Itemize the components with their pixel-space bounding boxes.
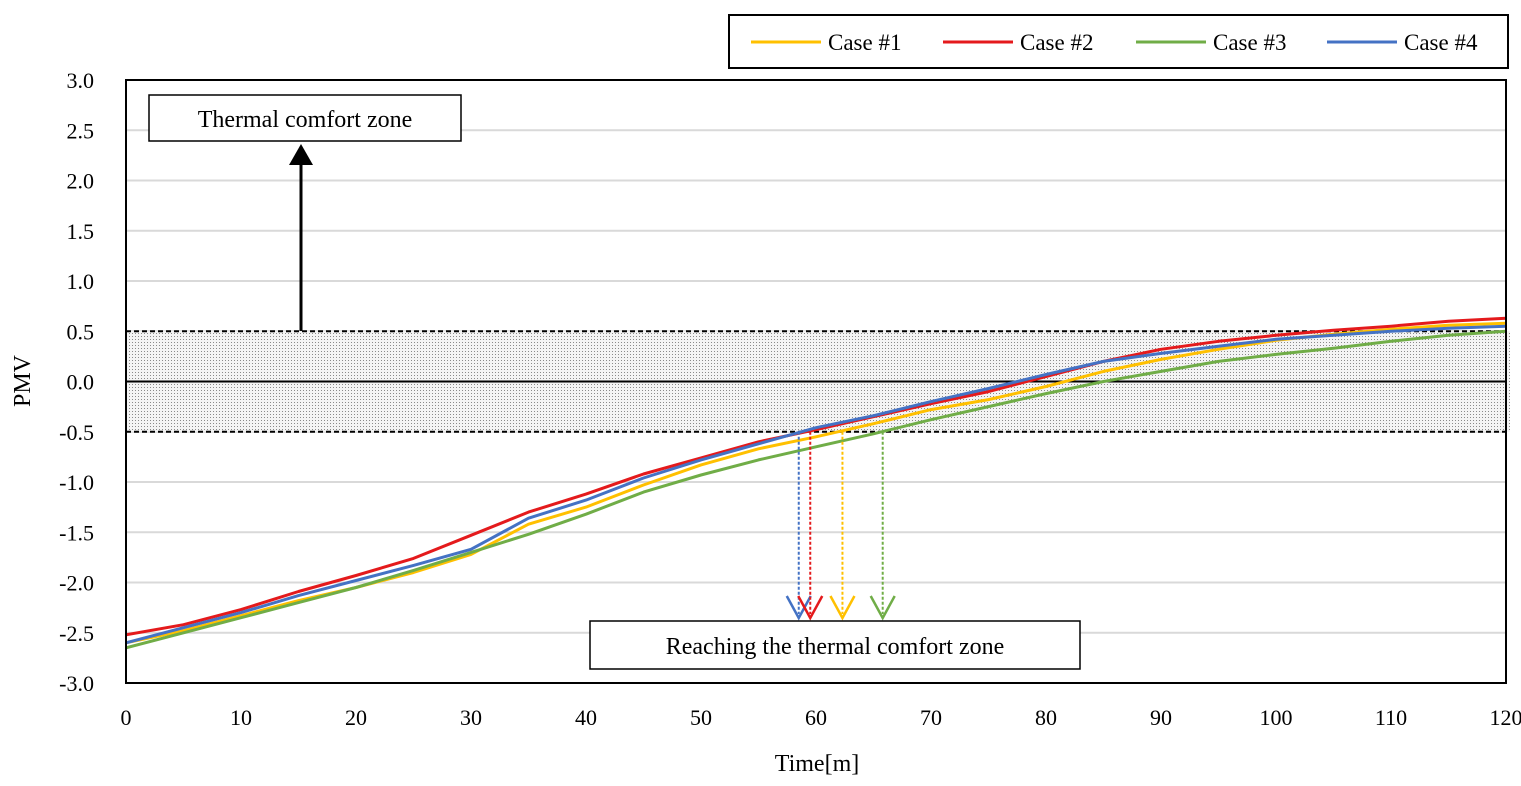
y-tick-label: 0.5: [67, 319, 95, 344]
comfort-zone: [126, 330, 1510, 433]
comfort-zone-arrow-head: [289, 144, 313, 165]
x-tick-label: 110: [1375, 705, 1407, 730]
y-tick-label: 1.0: [67, 269, 95, 294]
reaching-label: Reaching the thermal comfort zone: [666, 634, 1005, 660]
x-tick-label: 90: [1150, 705, 1172, 730]
y-tick-label: -2.5: [59, 621, 94, 646]
series-line-case-3: [125, 329, 1507, 650]
x-tick-label: 60: [805, 705, 827, 730]
y-tick-label: 1.5: [67, 219, 95, 244]
reaching-label-box: [589, 620, 1081, 670]
x-tick-label: 10: [230, 705, 252, 730]
x-tick-label: 30: [460, 705, 482, 730]
y-tick-label: -0.5: [59, 420, 94, 445]
legend-label: Case #2: [1020, 30, 1093, 55]
x-tick-label: 0: [121, 705, 132, 730]
legend-label: Case #4: [1404, 30, 1478, 55]
x-tick-label: 100: [1260, 705, 1293, 730]
series-line-case-2: [125, 316, 1507, 637]
reaching-callout: Reaching the thermal comfort zone: [589, 620, 1081, 670]
y-tick-label: -1.5: [59, 520, 94, 545]
y-tick-label: -1.0: [59, 470, 94, 495]
y-tick-label: 0.0: [67, 370, 95, 395]
y-tick-label: 2.0: [67, 169, 95, 194]
y-tick-label: -3.0: [59, 671, 94, 696]
x-tick-label: 80: [1035, 705, 1057, 730]
x-axis-title: Time[m]: [775, 751, 859, 777]
reach-markers: [785, 431, 896, 621]
reach-marker-arrowhead: [797, 595, 824, 621]
x-tick-label: 120: [1490, 705, 1521, 730]
reach-marker-arrowhead: [869, 595, 896, 621]
y-tick-label: 3.0: [67, 68, 95, 93]
comfort-zone-callout: Thermal comfort zone: [148, 94, 462, 331]
y-tick-label: -2.0: [59, 571, 94, 596]
y-tick-labels: 3.0 2.5 2.0 1.5 1.0 0.5 0.0 -0.5 -1.0 -1.5 -2.0 -2.…: [59, 68, 94, 696]
legend-label: Case #3: [1213, 30, 1286, 55]
reach-marker-arrowhead: [829, 595, 856, 621]
x-tick-label: 70: [920, 705, 942, 730]
x-tick-labels: 0 10 20 30 40 50 60 70 80 90 100 110 120: [121, 705, 1521, 730]
legend-label: Case #1: [828, 30, 901, 55]
legend: Case #1 Case #2 Case #3 Case #4: [728, 14, 1509, 69]
y-tick-label: 2.5: [67, 118, 95, 143]
comfort-zone-label: Thermal comfort zone: [198, 107, 413, 133]
comfort-zone-label-box: [148, 94, 462, 142]
reach-marker-arrowhead: [785, 595, 812, 621]
series-lines: [125, 316, 1507, 650]
y-axis-title: PMV: [10, 354, 36, 407]
plot-frame: [125, 79, 1507, 684]
x-tick-label: 40: [575, 705, 597, 730]
x-tick-label: 20: [345, 705, 367, 730]
x-tick-label: 50: [690, 705, 712, 730]
series-line-case-4: [125, 324, 1507, 645]
